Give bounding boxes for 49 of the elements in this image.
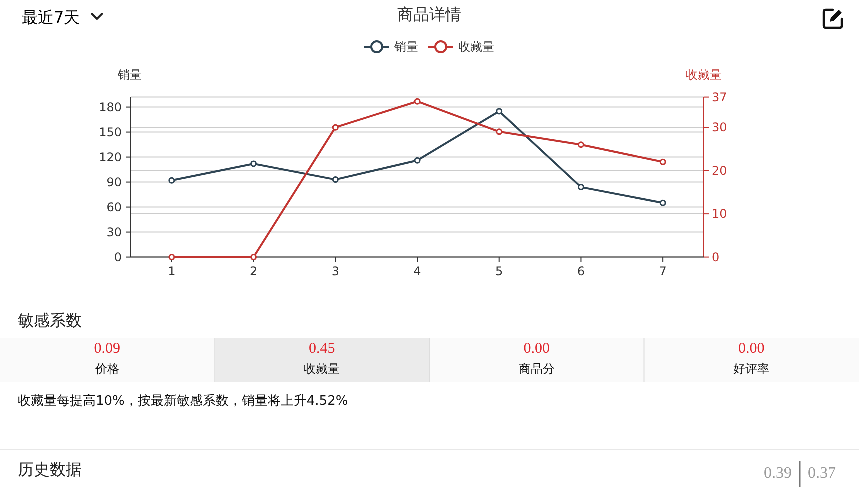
y-tick-label: 30 — [106, 225, 122, 240]
y-tick-label: 120 — [99, 150, 122, 164]
y2-tick-label: 37 — [712, 90, 728, 104]
text: 0.39 — [764, 465, 792, 482]
y-tick-label: 60 — [106, 200, 122, 214]
y2-tick-label: 10 — [712, 207, 728, 222]
y-axis-title: 销量 — [117, 68, 142, 82]
x-tick-label: 3 — [332, 264, 340, 278]
text: 收藏量每提高10%，按最新敏感系数，销量将上升4.52% — [18, 393, 348, 409]
chart-title: 商品详情 — [398, 5, 462, 24]
y-tick-label: 150 — [99, 125, 122, 140]
cell: 0.00 商品分 — [518, 341, 555, 376]
point — [578, 184, 584, 191]
cell: 0.00 好评率 — [734, 341, 770, 376]
x-tick-label: 4 — [414, 264, 422, 278]
point — [250, 160, 258, 168]
text: 0.37 — [808, 465, 836, 482]
point — [414, 98, 421, 105]
y-tick-label: 0 — [114, 250, 122, 264]
point — [660, 200, 666, 206]
legend-label: 销量 — [394, 40, 418, 54]
point — [332, 176, 339, 184]
point — [578, 142, 584, 148]
y2-tick-label: 20 — [712, 164, 728, 178]
category-label: 收藏量 — [304, 362, 340, 376]
legend-label: 收藏量 — [458, 40, 494, 54]
x-tick-label: 2 — [250, 264, 258, 278]
y-tick-label: 180 — [99, 100, 122, 114]
point — [332, 124, 339, 131]
point — [496, 128, 503, 136]
x-tick-label: 5 — [496, 264, 504, 278]
cell: 0.45 收藏量 — [214, 338, 430, 382]
y2-tick-label: 30 — [712, 120, 728, 135]
y-tick-label: 90 — [106, 175, 122, 190]
point — [168, 254, 176, 261]
text: 最近7天 — [22, 8, 80, 27]
point — [414, 157, 421, 164]
text: 历史数据 — [18, 460, 82, 479]
x-tick-label: 1 — [168, 264, 176, 278]
point — [168, 177, 176, 184]
y2-axis-title: 收藏量 — [686, 68, 722, 82]
point — [250, 254, 258, 261]
x-tick-label: 7 — [659, 264, 667, 278]
text: 敏感系数 — [18, 311, 82, 330]
x-tick-label: 6 — [577, 264, 586, 278]
cell: 0.09 价格 — [94, 341, 120, 376]
point — [496, 108, 503, 115]
point — [660, 158, 666, 166]
y2-tick-label: 0 — [712, 250, 720, 264]
